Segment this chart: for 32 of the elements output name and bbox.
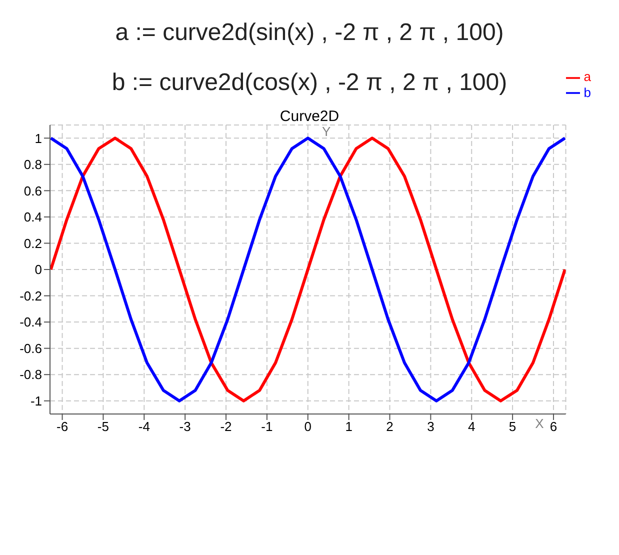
- y-tick-label: -1: [30, 393, 42, 408]
- y-tick-label: -0.8: [20, 367, 42, 382]
- y-tick-label: 0.8: [24, 157, 42, 172]
- x-tick-label: -3: [179, 419, 191, 434]
- x-tick-label: 3: [427, 419, 434, 434]
- x-tick-label: -6: [56, 419, 68, 434]
- x-tick-label: 6: [550, 419, 558, 434]
- y-tick-label: 0: [34, 262, 42, 278]
- x-tick-label: 0: [304, 419, 312, 434]
- y-tick-label: -0.6: [20, 340, 42, 356]
- chart-title: Curve2D: [278, 108, 340, 125]
- y-tick-label: -0.4: [20, 314, 42, 330]
- x-tick-label: 1: [345, 419, 352, 434]
- y-tick-label: 0.4: [24, 210, 42, 225]
- y-tick-label: -0.2: [20, 288, 42, 304]
- legend-label: b: [584, 84, 591, 100]
- line-series: [50, 136, 566, 402]
- x-tick-label: 4: [468, 419, 476, 434]
- y-tick-label: 0.6: [24, 183, 42, 198]
- text: b := curve2d(cos(x) , -2 π , 2 π , 100): [112, 69, 508, 96]
- legend-label: a: [584, 69, 591, 84]
- x-tick-label: -1: [261, 419, 273, 434]
- x-tick-label: -4: [138, 419, 150, 434]
- x-tick-label: 5: [508, 419, 516, 434]
- x-axis-title: X: [535, 416, 544, 431]
- y-tick-label: 0.2: [24, 236, 42, 251]
- x-tick-label: 2: [386, 419, 394, 434]
- y-tick-label: 1: [34, 130, 42, 146]
- y-axis-title: Y: [322, 124, 331, 140]
- x-tick-label: -2: [220, 419, 232, 434]
- text: a := curve2d(sin(x) , -2 π , 2 π , 100): [114, 18, 505, 48]
- x-tick-label: -5: [97, 419, 109, 434]
